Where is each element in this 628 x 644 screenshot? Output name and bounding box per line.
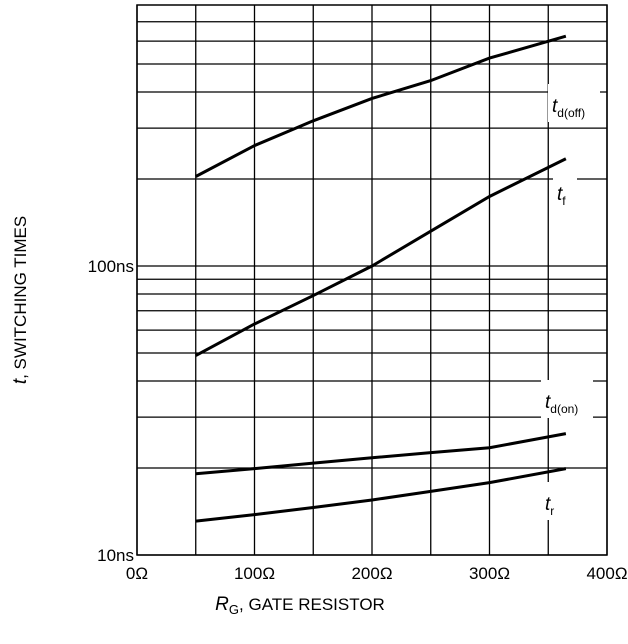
series-subscript: d(off) <box>557 106 585 120</box>
x-tick-label: 400Ω <box>586 564 627 583</box>
x-tick-label: 200Ω <box>351 564 392 583</box>
y-label-text: , SWITCHING TIMES <box>11 216 30 379</box>
series-label: td(on) <box>545 392 578 416</box>
series-name: t <box>545 392 551 413</box>
series-line <box>195 157 567 357</box>
series-label: tr <box>545 494 554 518</box>
y-tick-label: 100ns <box>88 257 134 276</box>
series-line <box>195 432 567 476</box>
series-name: t <box>545 494 551 515</box>
label-background <box>553 172 577 210</box>
label-background <box>541 380 593 418</box>
y-axis-label: t, SWITCHING TIMES <box>10 216 31 384</box>
series-label: td(off) <box>552 96 585 120</box>
x-label-sub: G <box>229 602 239 617</box>
x-label-italic: R <box>215 594 229 615</box>
x-axis-label: RG, GATE RESISTOR <box>215 594 385 617</box>
y-tick-label: 10ns <box>97 546 134 565</box>
x-tick-label: 100Ω <box>234 564 275 583</box>
x-label-text: , GATE RESISTOR <box>239 595 385 614</box>
series-subscript: r <box>550 504 554 518</box>
label-background <box>548 84 600 122</box>
series-line <box>195 467 567 523</box>
x-tick-label: 300Ω <box>469 564 510 583</box>
label-background <box>541 482 565 520</box>
series-name: t <box>552 96 558 117</box>
series-subscript: f <box>562 194 566 208</box>
plot-frame <box>136 4 608 556</box>
series-label: tf <box>557 184 566 208</box>
series-subscript: d(on) <box>550 402 578 416</box>
series-name: t <box>557 184 563 205</box>
x-tick-label: 0Ω <box>126 564 148 583</box>
series-line <box>195 34 567 178</box>
y-label-italic: t <box>10 378 31 384</box>
